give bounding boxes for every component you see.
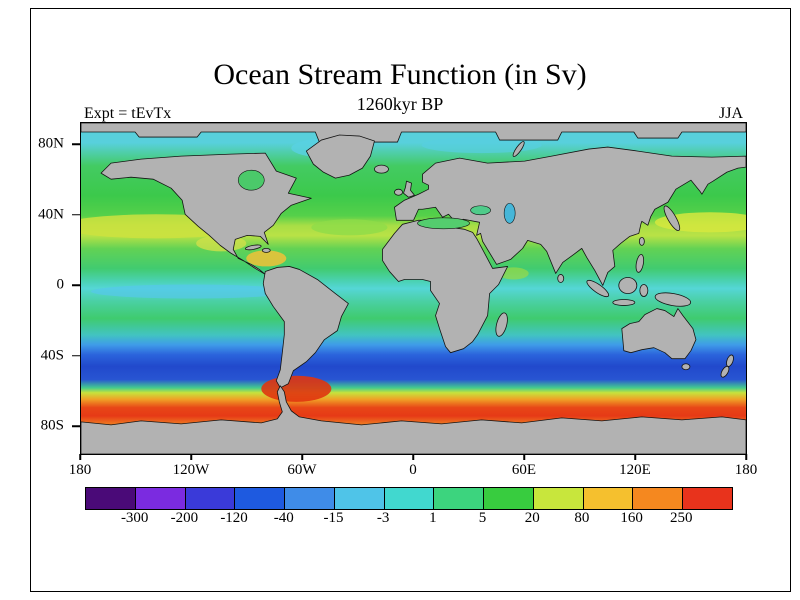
taiwan	[638, 236, 645, 246]
world-map	[81, 123, 746, 454]
colorbar-cell	[86, 488, 135, 509]
season-label: JJA	[718, 105, 743, 122]
colorbar-cell	[434, 488, 484, 509]
colorbar-tick-label: -200	[170, 510, 199, 526]
cuba	[244, 244, 262, 251]
arabian-sea-patch	[498, 267, 529, 280]
inland-seas	[237, 169, 516, 230]
north-atlantic-gyre-patch	[311, 219, 388, 236]
x-axis: 180 120W 60W 0 60E 120E 180	[69, 453, 757, 485]
colorbar	[85, 487, 733, 510]
britain	[403, 180, 415, 198]
colorbar-tick-label: -40	[273, 510, 294, 526]
colorbar-tick-label: 250	[670, 510, 693, 526]
hudson-bay	[237, 169, 265, 191]
colorbar-cell	[583, 488, 633, 509]
caspian-sea	[503, 202, 516, 224]
colorbar-tick-label: -300	[120, 510, 149, 526]
colorbar-tick-label: 5	[478, 510, 487, 526]
x-tick-mark	[523, 454, 525, 460]
arctic-cap	[81, 123, 746, 143]
colorbar-cell	[484, 488, 533, 509]
x-tick-mark	[79, 454, 81, 460]
drake-passage-red-patch	[261, 375, 332, 402]
madagascar	[495, 312, 508, 337]
x-tick-label: 180	[68, 462, 92, 478]
caribbean-patch	[246, 250, 287, 267]
x-tick-mark	[634, 454, 636, 460]
hispaniola	[261, 247, 271, 253]
y-tick-label: 40N	[38, 206, 64, 223]
colorbar-cell	[683, 488, 732, 509]
y-tick-label: 40S	[40, 347, 64, 364]
java	[612, 299, 636, 306]
experiment-label: Expt = tEvTx	[84, 105, 172, 122]
x-tick-label: 60E	[511, 462, 537, 478]
x-tick-label: 60W	[287, 462, 317, 478]
philippines	[635, 254, 645, 273]
x-tick-label: 120W	[172, 462, 210, 478]
x-tick-mark	[190, 454, 192, 460]
black-sea	[470, 205, 491, 216]
y-tick-mark	[72, 354, 80, 357]
iceland	[374, 164, 389, 174]
sumatra	[586, 279, 610, 298]
greenland	[305, 134, 375, 179]
y-tick-mark	[72, 143, 80, 145]
barents-sea-patch	[421, 137, 542, 154]
colorbar-tick-label: -15	[323, 510, 344, 526]
sri-lanka	[557, 274, 565, 283]
ireland	[394, 188, 403, 196]
y-tick-mark	[72, 213, 80, 216]
colorbar-tick-label: -3	[376, 510, 390, 526]
x-tick-label: 180	[734, 462, 758, 478]
y-tick-mark	[72, 284, 80, 286]
tasmania	[681, 363, 691, 371]
colorbar-cell	[185, 488, 235, 509]
x-tick-mark	[745, 454, 747, 460]
antarctica	[81, 385, 746, 454]
new-guinea	[654, 292, 692, 307]
new-zealand-south	[720, 365, 730, 378]
south-america	[262, 266, 349, 389]
japan	[663, 205, 681, 232]
colorbar-tick-label: -120	[220, 510, 248, 526]
colorbar-cell	[334, 488, 384, 509]
mediterranean-sea	[417, 217, 470, 230]
colorbar-tick-label: 1	[429, 510, 437, 526]
y-tick-label: 0	[56, 276, 65, 293]
australia	[621, 308, 697, 360]
colorbar-cell	[135, 488, 185, 509]
colorbar-tick-label: 80	[574, 510, 590, 526]
x-tick-label: 0	[409, 462, 417, 478]
colorbar-cell	[235, 488, 285, 509]
x-tick-label: 120E	[619, 462, 651, 478]
chart-subtitle: 1260kyr BP	[356, 94, 444, 114]
equatorial-pacific-tongue	[91, 284, 292, 299]
colorbar-cell	[533, 488, 583, 509]
colorbar-tick-label: 20	[524, 510, 540, 526]
page-border	[30, 8, 791, 592]
x-tick-mark	[301, 454, 303, 460]
novaya-zemlya	[512, 141, 525, 158]
colorbar-cell	[633, 488, 683, 509]
colorbar-tick-label: 160	[620, 510, 643, 526]
y-tick-label: 80S	[40, 417, 64, 434]
map-plot-area	[80, 122, 747, 455]
colorbar-cell	[384, 488, 434, 509]
y-tick-mark	[72, 425, 80, 427]
y-axis: 80N 40N 0 40S 80S	[0, 123, 80, 454]
eurasia	[394, 146, 746, 286]
colorbar-labels: -300 -200 -120 -40 -15 -3 1 5 20 80 160 250	[85, 510, 731, 530]
sulawesi	[639, 284, 649, 297]
chart-title: Ocean Stream Function (in Sv)	[213, 58, 587, 91]
x-tick-mark	[412, 454, 414, 460]
colorbar-cell	[285, 488, 334, 509]
borneo	[618, 277, 638, 294]
y-tick-label: 80N	[38, 135, 64, 152]
